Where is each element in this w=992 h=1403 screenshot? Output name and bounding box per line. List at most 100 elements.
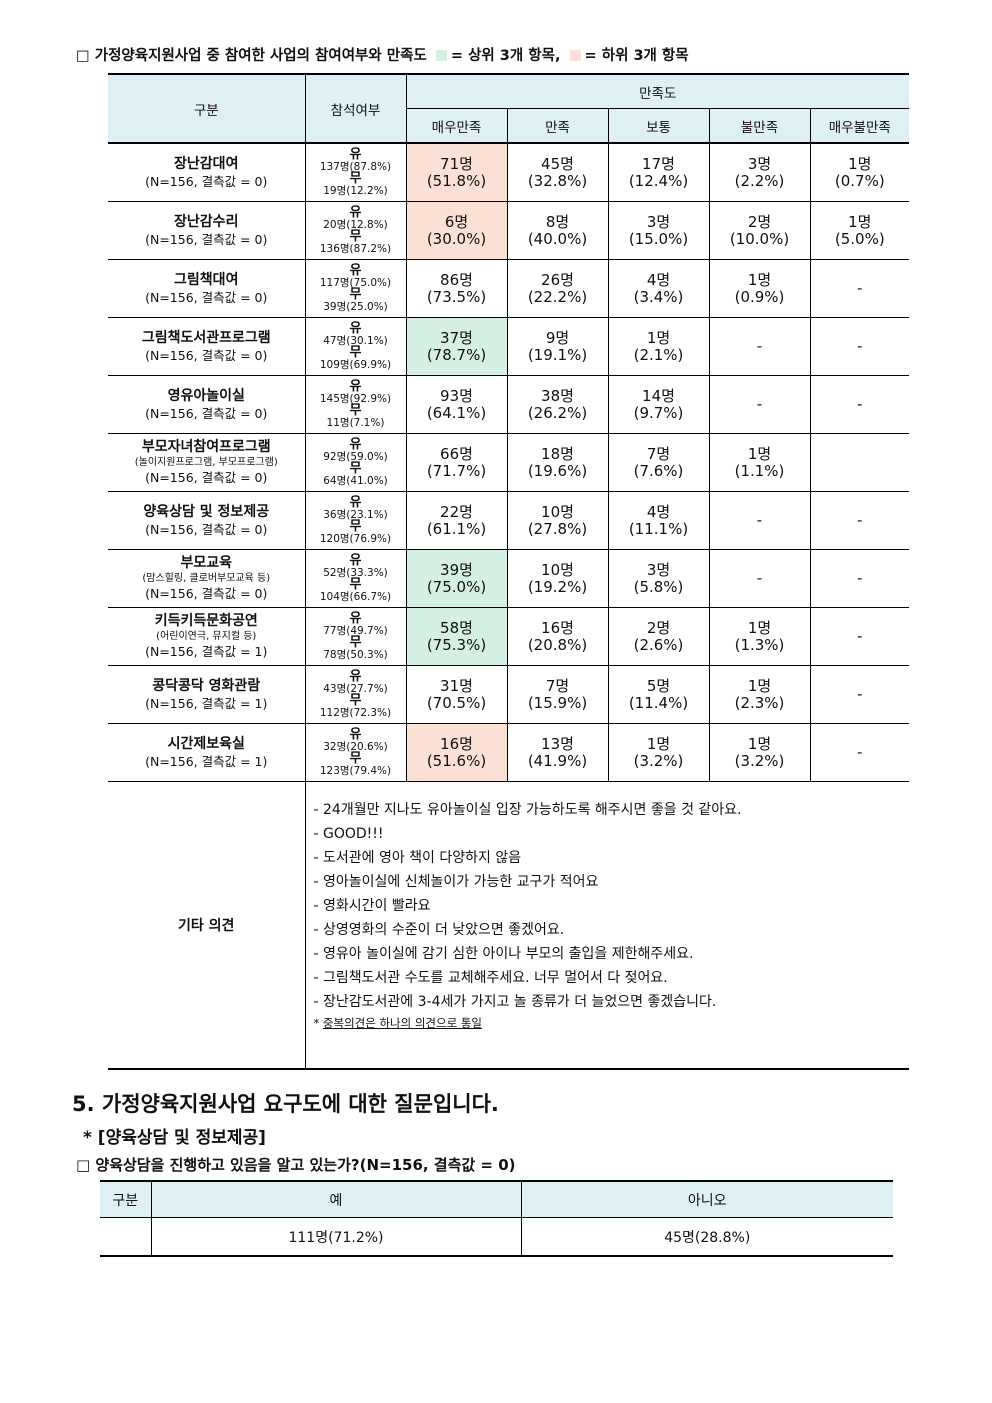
no-value: 123명(79.4%): [319, 764, 392, 777]
count-value: 71명: [440, 154, 473, 173]
count-value: 17명: [642, 154, 675, 173]
table-row: 영유아놀이실 (N=156, 결측값 = 0) 유 145명(92.9%) 무 11명(7…: [108, 375, 910, 434]
count-value: 58명: [440, 618, 473, 637]
satisfaction-cell: 2명 (10.0%): [708, 201, 811, 260]
no-label: 무: [349, 402, 362, 418]
satisfaction-cell: 1명 (3.2%): [607, 723, 710, 782]
count-value: 31명: [440, 676, 473, 695]
satisfaction-table: 구분 참석여부 만족도 매우만족 만족 보통 불만족 매우불만족 장난감대여 (N…: [108, 73, 910, 1070]
header-level: 매우만족: [405, 108, 508, 144]
sample-size: (N=156, 결측값 = 0): [145, 289, 268, 305]
count-value: 3명: [747, 154, 772, 173]
count-value: 37명: [440, 328, 473, 347]
satisfaction-cell: 16명 (51.6%): [405, 723, 508, 782]
percent-value: (75.0%): [426, 577, 487, 596]
satisfaction-cell: 8명 (40.0%): [506, 201, 609, 260]
count-value: 39명: [440, 560, 473, 579]
table-row: 시간제보육실 (N=156, 결측값 = 1) 유 32명(20.6%) 무 123명(7…: [108, 723, 910, 782]
percent-value: (5.8%): [633, 577, 684, 596]
satisfaction-cell: 5명 (11.4%): [607, 665, 710, 724]
satisfaction-cell: -: [809, 491, 910, 550]
caption-text: □ 가정양육지원사업 중 참여한 사업의 참여여부와 만족도: [76, 48, 427, 64]
satisfaction-cell: 1명 (2.3%): [708, 665, 811, 724]
counsel-cell-no: 45명(28.8%): [520, 1217, 893, 1257]
satisfaction-cell: -: [708, 491, 811, 550]
satisfaction-cell: [809, 433, 910, 492]
percent-value: (19.6%): [527, 461, 588, 480]
count-value: 2명: [747, 212, 772, 231]
etc-note-star: *: [313, 1016, 323, 1030]
program-subtitle: (맘스힐링, 클로버부모교육 등): [142, 573, 271, 584]
percent-value: (5.0%): [834, 229, 885, 248]
satisfaction-cell: -: [708, 549, 811, 608]
no-label: 무: [349, 634, 362, 650]
no-value: 19명(12.2%): [323, 184, 388, 197]
table-row: 양육상담 및 정보제공 (N=156, 결측값 = 0) 유 36명(23.1%) 무 1…: [108, 491, 910, 550]
satisfaction-cell: 17명 (12.4%): [607, 142, 710, 202]
percent-value: (2.2%): [734, 171, 785, 190]
count-value: 86명: [440, 270, 473, 289]
table-row: 부모교육 (맘스힐링, 클로버부모교육 등) (N=156, 결측값 = 0) 유 52…: [108, 549, 910, 608]
yes-value: 77명(49.7%): [323, 624, 388, 637]
header-level: 만족: [506, 108, 609, 144]
section-subtitle: * [양육상담 및 정보제공]: [83, 1128, 266, 1148]
program-name: 부모교육: [180, 555, 233, 571]
etc-item: - 장난감도서관에 3-4세가 가지고 놀 종류가 더 늘었으면 좋겠습니다.: [313, 994, 717, 1010]
count-value: 1명: [848, 212, 872, 231]
satisfaction-cell: 58명 (75.3%): [405, 607, 508, 666]
row-category: 부모교육 (맘스힐링, 클로버부모교육 등) (N=156, 결측값 = 0): [108, 549, 306, 608]
yes-value: 20명(12.8%): [323, 218, 388, 231]
satisfaction-cell: 1명 (5.0%): [809, 201, 910, 260]
participation-cell: 유 145명(92.9%) 무 11명(7.1%): [304, 375, 407, 434]
satisfaction-cell: -: [809, 665, 910, 724]
percent-value: (10.0%): [729, 229, 790, 248]
yes-value: 145명(92.9%): [319, 392, 392, 405]
etc-item: - 상영영화의 수준이 더 낮았으면 좋겠어요.: [313, 922, 565, 938]
count-value: 10명: [541, 502, 574, 521]
count-value: 45명: [541, 154, 574, 173]
count-value: 26명: [541, 270, 574, 289]
yes-label: 유: [349, 146, 362, 162]
count-value: 8명: [545, 212, 570, 231]
satisfaction-cell: 10명 (19.2%): [506, 549, 609, 608]
yes-label: 유: [349, 494, 362, 510]
satisfaction-cell: 4명 (3.4%): [607, 259, 710, 318]
satisfaction-cell: 1명 (1.1%): [708, 433, 811, 492]
count-value: 66명: [440, 444, 473, 463]
etc-item: - 영유아 놀이실에 감기 심한 아이나 부모의 출입을 제한해주세요.: [313, 946, 694, 962]
row-category: 그림책대여 (N=156, 결측값 = 0): [108, 259, 306, 318]
count-value: 22명: [440, 502, 473, 521]
table-row: 콩닥콩닥 영화관람 (N=156, 결측값 = 1) 유 43명(27.7%) 무 112…: [108, 665, 910, 724]
satisfaction-cell: 71명 (51.8%): [405, 142, 508, 202]
participation-cell: 유 92명(59.0%) 무 64명(41.0%): [304, 433, 407, 492]
satisfaction-cell: 66명 (71.7%): [405, 433, 508, 492]
satisfaction-cell: 1명 (3.2%): [708, 723, 811, 782]
sample-size: (N=156, 결측값 = 0): [145, 173, 268, 189]
no-label: 무: [349, 576, 362, 592]
satisfaction-cell: 38명 (26.2%): [506, 375, 609, 434]
percent-value: (1.1%): [734, 461, 785, 480]
percent-value: (11.4%): [628, 693, 689, 712]
count-value: 5명: [646, 676, 671, 695]
satisfaction-cell: 2명 (2.6%): [607, 607, 710, 666]
no-value: 112명(72.3%): [319, 706, 392, 719]
program-name: 콩닥콩닥 영화관람: [152, 677, 261, 694]
percent-value: (22.2%): [527, 287, 588, 306]
count-value: 10명: [541, 560, 574, 579]
section-title: 5. 가정양육지원사업 요구도에 대한 질문입니다.: [72, 1092, 499, 1116]
header-category: 구분: [108, 73, 306, 144]
counsel-header-yes: 예: [150, 1180, 522, 1218]
participation-cell: 유 117명(75.0%) 무 39명(25.0%): [304, 259, 407, 318]
etc-item: - GOOD!!!: [313, 826, 384, 842]
satisfaction-cell: 1명 (2.1%): [607, 317, 710, 376]
percent-value: (51.6%): [426, 751, 487, 770]
sample-size: (N=156, 결측값 = 1): [145, 695, 268, 711]
count-value: -: [857, 743, 863, 761]
percent-value: (70.5%): [426, 693, 487, 712]
no-label: 무: [349, 518, 362, 534]
count-value: 2명: [646, 618, 671, 637]
no-label: 무: [349, 228, 362, 244]
percent-value: (41.9%): [527, 751, 588, 770]
percent-value: (2.6%): [633, 635, 684, 654]
satisfaction-cell: -: [809, 259, 910, 318]
